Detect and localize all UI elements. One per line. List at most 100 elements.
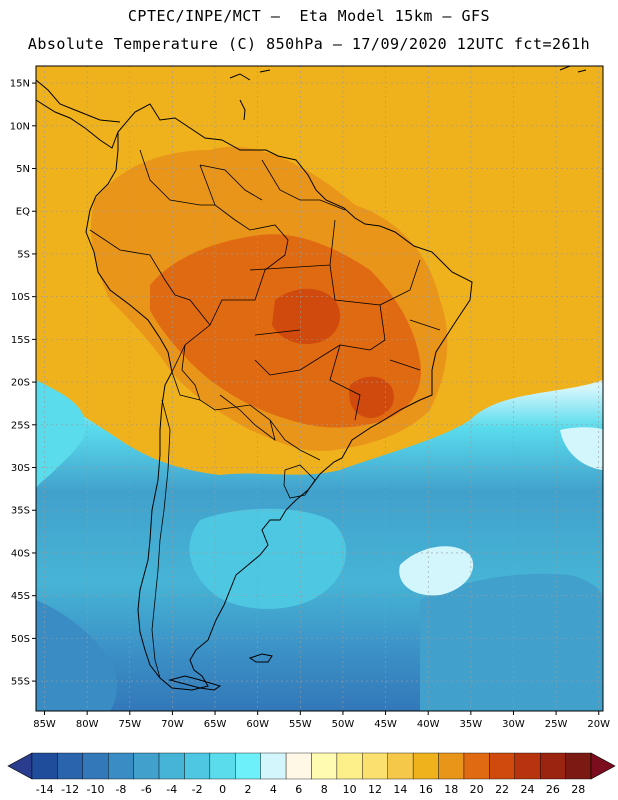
tierra-del-fuego xyxy=(168,675,222,691)
lon-label: 80W xyxy=(76,719,99,730)
map-title-line-1: CPTEC/INPE/MCT – Eta Model 15km – GFS xyxy=(127,7,491,25)
cold-tongue-west xyxy=(36,380,86,490)
colorbar-swatch xyxy=(336,752,363,780)
lat-label: 15N xyxy=(10,79,30,90)
colorbar-label: -4 xyxy=(166,783,177,796)
lon-label: 40W xyxy=(417,719,440,730)
lon-label: 50W xyxy=(332,719,355,730)
argentina-chile-border xyxy=(151,399,171,679)
colorbar-label: 28 xyxy=(571,783,585,796)
colorbar-label: -14 xyxy=(36,783,54,796)
colorbar-swatch xyxy=(57,752,84,780)
cold-pool-south-east xyxy=(420,573,603,711)
lon-label: 65W xyxy=(204,719,227,730)
colorbar-swatch xyxy=(209,752,236,780)
colorbar-label: 10 xyxy=(343,783,357,796)
lat-label: 50S xyxy=(11,634,30,645)
map-title-line-2: Absolute Temperature (C) 850hPa – 17/09/… xyxy=(27,35,591,53)
temperature-field xyxy=(36,66,603,711)
colorbar-swatch xyxy=(158,752,185,780)
light-blue-patch xyxy=(399,546,474,596)
hot-spot-2 xyxy=(349,376,394,418)
colorbar-swatch xyxy=(438,752,465,780)
lat-label: 30S xyxy=(11,463,30,474)
lon-label: 85W xyxy=(33,719,56,730)
lon-label: 20W xyxy=(587,719,610,730)
colorbar-label: 24 xyxy=(520,783,534,796)
bolivia-border xyxy=(171,294,211,401)
lon-label: 70W xyxy=(161,719,184,730)
cold-pool-center xyxy=(189,508,347,609)
hot-spot-1 xyxy=(272,288,340,345)
colorbar-swatch xyxy=(514,752,541,780)
lat-label: 15S xyxy=(11,335,30,346)
coastlines xyxy=(35,65,587,691)
lat-label: 35S xyxy=(11,506,30,517)
lat-label: 10S xyxy=(11,292,30,303)
colorbar-swatch xyxy=(285,752,312,780)
colorbar-swatch xyxy=(235,752,261,780)
cold-pool-south-west xyxy=(36,600,117,711)
colorbar-label: -8 xyxy=(115,783,126,796)
colorbar-swatch xyxy=(184,752,211,780)
south-america-coastline xyxy=(85,103,473,691)
colorbar-under-arrow xyxy=(7,752,33,780)
lat-label: 5S xyxy=(17,249,30,260)
lat-label: 25S xyxy=(11,420,30,431)
lon-label: 55W xyxy=(289,719,312,730)
colorbar-label: 0 xyxy=(219,783,226,796)
colorbar-swatch xyxy=(489,752,515,780)
paraguay-border xyxy=(219,394,276,441)
colorbar-label: 6 xyxy=(295,783,302,796)
lat-label: 20S xyxy=(11,378,30,389)
colorbar-swatch xyxy=(311,752,338,780)
colorbar-swatch xyxy=(108,752,134,780)
lat-label: EQ xyxy=(16,207,30,218)
lon-label: 25W xyxy=(545,719,568,730)
colorbar-label: 4 xyxy=(270,783,277,796)
country-borders xyxy=(89,149,441,679)
colorbar-swatch xyxy=(31,752,58,780)
guianas-border xyxy=(261,159,346,211)
brazil-states xyxy=(249,219,441,421)
colorbar-label: 12 xyxy=(368,783,382,796)
colorbar-label: 2 xyxy=(244,783,251,796)
colorbar: -14 -12 -10 -8 -6 -4 -2 0 2 4 6 8 10 12 14 16 18 20 22 24 26… xyxy=(7,752,616,796)
colorbar-label: 26 xyxy=(546,783,560,796)
colorbar-label: -6 xyxy=(141,783,152,796)
lon-label: 45W xyxy=(374,719,397,730)
colorbar-label: -10 xyxy=(87,783,105,796)
colorbar-swatch xyxy=(133,752,160,780)
colorbar-label: -12 xyxy=(61,783,79,796)
lon-label: 30W xyxy=(502,719,525,730)
lat-label: 45S xyxy=(11,591,30,602)
lat-label: 55S xyxy=(11,677,30,688)
falklands xyxy=(248,653,273,663)
colorbar-label: 16 xyxy=(419,783,433,796)
colorbar-label: -2 xyxy=(192,783,203,796)
lon-label: 75W xyxy=(118,719,141,730)
lat-label: 10N xyxy=(10,121,30,132)
lon-label: 35W xyxy=(460,719,483,730)
colorbar-swatch xyxy=(82,752,109,780)
colorbar-swatch xyxy=(412,752,439,780)
lon-label: 60W xyxy=(246,719,269,730)
colorbar-swatch xyxy=(387,752,414,780)
colorbar-swatch xyxy=(565,752,592,780)
colorbar-label: 8 xyxy=(321,783,328,796)
central-america-coastline-north xyxy=(35,79,121,123)
caribbean-islands xyxy=(229,65,587,121)
central-america-coastline xyxy=(35,99,119,149)
uruguay-border xyxy=(283,464,316,499)
colorbar-label: 22 xyxy=(495,783,509,796)
longitude-labels: 85W 80W 75W 70W 65W 60W 55W 50W 45W 40W 35W 30W 25W 2… xyxy=(33,711,610,730)
colorbar-swatch xyxy=(362,752,388,780)
lat-label: 5N xyxy=(16,164,30,175)
colombia-venezuela-border xyxy=(139,149,263,206)
peru-border xyxy=(89,229,176,296)
map-frame xyxy=(35,65,604,712)
latitude-labels: 15N 10N 5N EQ 5S 10S 15S 20S 25S 30S 35S 40S 45S 50S 5… xyxy=(10,79,36,688)
colorbar-label: 14 xyxy=(393,783,407,796)
colorbar-label: 20 xyxy=(470,783,484,796)
